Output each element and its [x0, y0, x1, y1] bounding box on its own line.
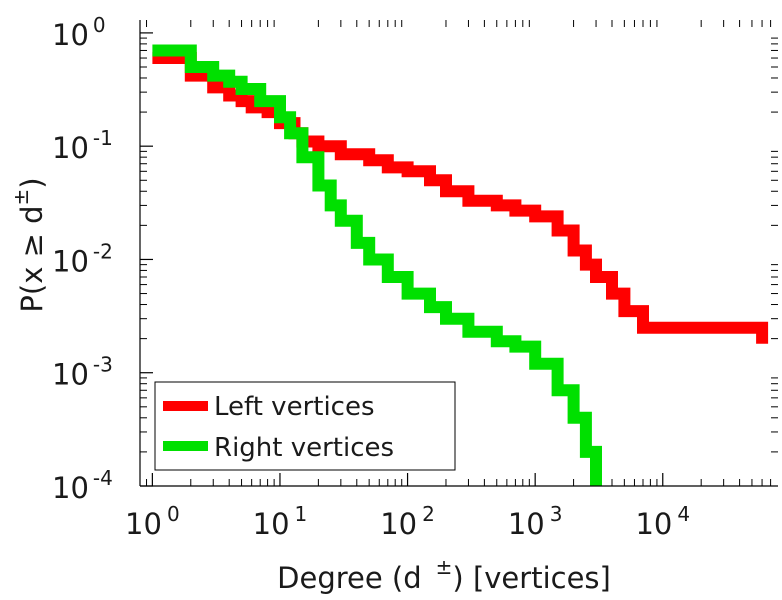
x-tick-exp: 0 [167, 502, 180, 526]
y-tick-label: 10 -2 [52, 239, 113, 278]
y-tick-label: 10 -4 [52, 466, 113, 505]
minor-ticks [140, 20, 778, 486]
x-tick-label: 10 2 [380, 502, 435, 541]
x-axis-title-prefix: Degree (d [277, 561, 422, 595]
y-tick-exp: -2 [93, 239, 113, 263]
series-left-vertices [152, 52, 769, 344]
y-axis-title-prefix: P(x ≥ d [15, 205, 49, 312]
y-tick-label: 10 -3 [52, 353, 113, 392]
y-tick-label: 10 -1 [52, 126, 113, 165]
x-axis: 10 0 10 1 10 2 10 3 10 4 [125, 473, 778, 541]
series-right-vertices [152, 44, 602, 486]
y-tick-base: 10 [52, 18, 89, 52]
x-axis-title-suffix: ) [vertices] [452, 561, 610, 595]
y-axis-title-sup: ± [9, 189, 33, 206]
legend-box [154, 381, 456, 471]
x-tick-exp: 2 [422, 502, 435, 526]
x-tick-base: 10 [508, 507, 545, 541]
x-tick-base: 10 [380, 507, 417, 541]
x-axis-title-sup: ± [436, 555, 453, 579]
y-tick-exp: -1 [93, 126, 113, 150]
y-tick-base: 10 [52, 358, 89, 392]
x-tick-base: 10 [635, 507, 672, 541]
y-tick-exp: -3 [93, 353, 113, 377]
x-tick-exp: 4 [677, 502, 690, 526]
legend-label-right-vertices: Right vertices [214, 433, 394, 463]
x-tick-label: 10 3 [508, 502, 563, 541]
x-axis-title: Degree (d ±) [vertices] [277, 555, 611, 595]
x-tick-label: 10 0 [125, 502, 180, 541]
y-axis-title: P(x ≥ d±) [9, 177, 49, 312]
y-tick-base: 10 [52, 244, 89, 278]
y-tick-base: 10 [52, 131, 89, 165]
legend-label-left-vertices: Left vertices [214, 392, 375, 422]
x-tick-base: 10 [253, 507, 290, 541]
x-tick-label: 10 1 [253, 502, 308, 541]
x-tick-exp: 1 [295, 502, 308, 526]
series-layer [152, 44, 769, 486]
x-tick-label: 10 4 [635, 502, 690, 541]
x-tick-exp: 3 [550, 502, 563, 526]
y-axis-title-suffix: ) [15, 177, 49, 188]
y-tick-exp: -4 [93, 466, 113, 490]
y-tick-exp: 0 [93, 13, 106, 37]
y-tick-label: 10 0 [52, 13, 106, 52]
y-tick-base: 10 [52, 471, 89, 505]
legend: Left vertices Right vertices [154, 381, 456, 471]
x-tick-base: 10 [125, 507, 162, 541]
